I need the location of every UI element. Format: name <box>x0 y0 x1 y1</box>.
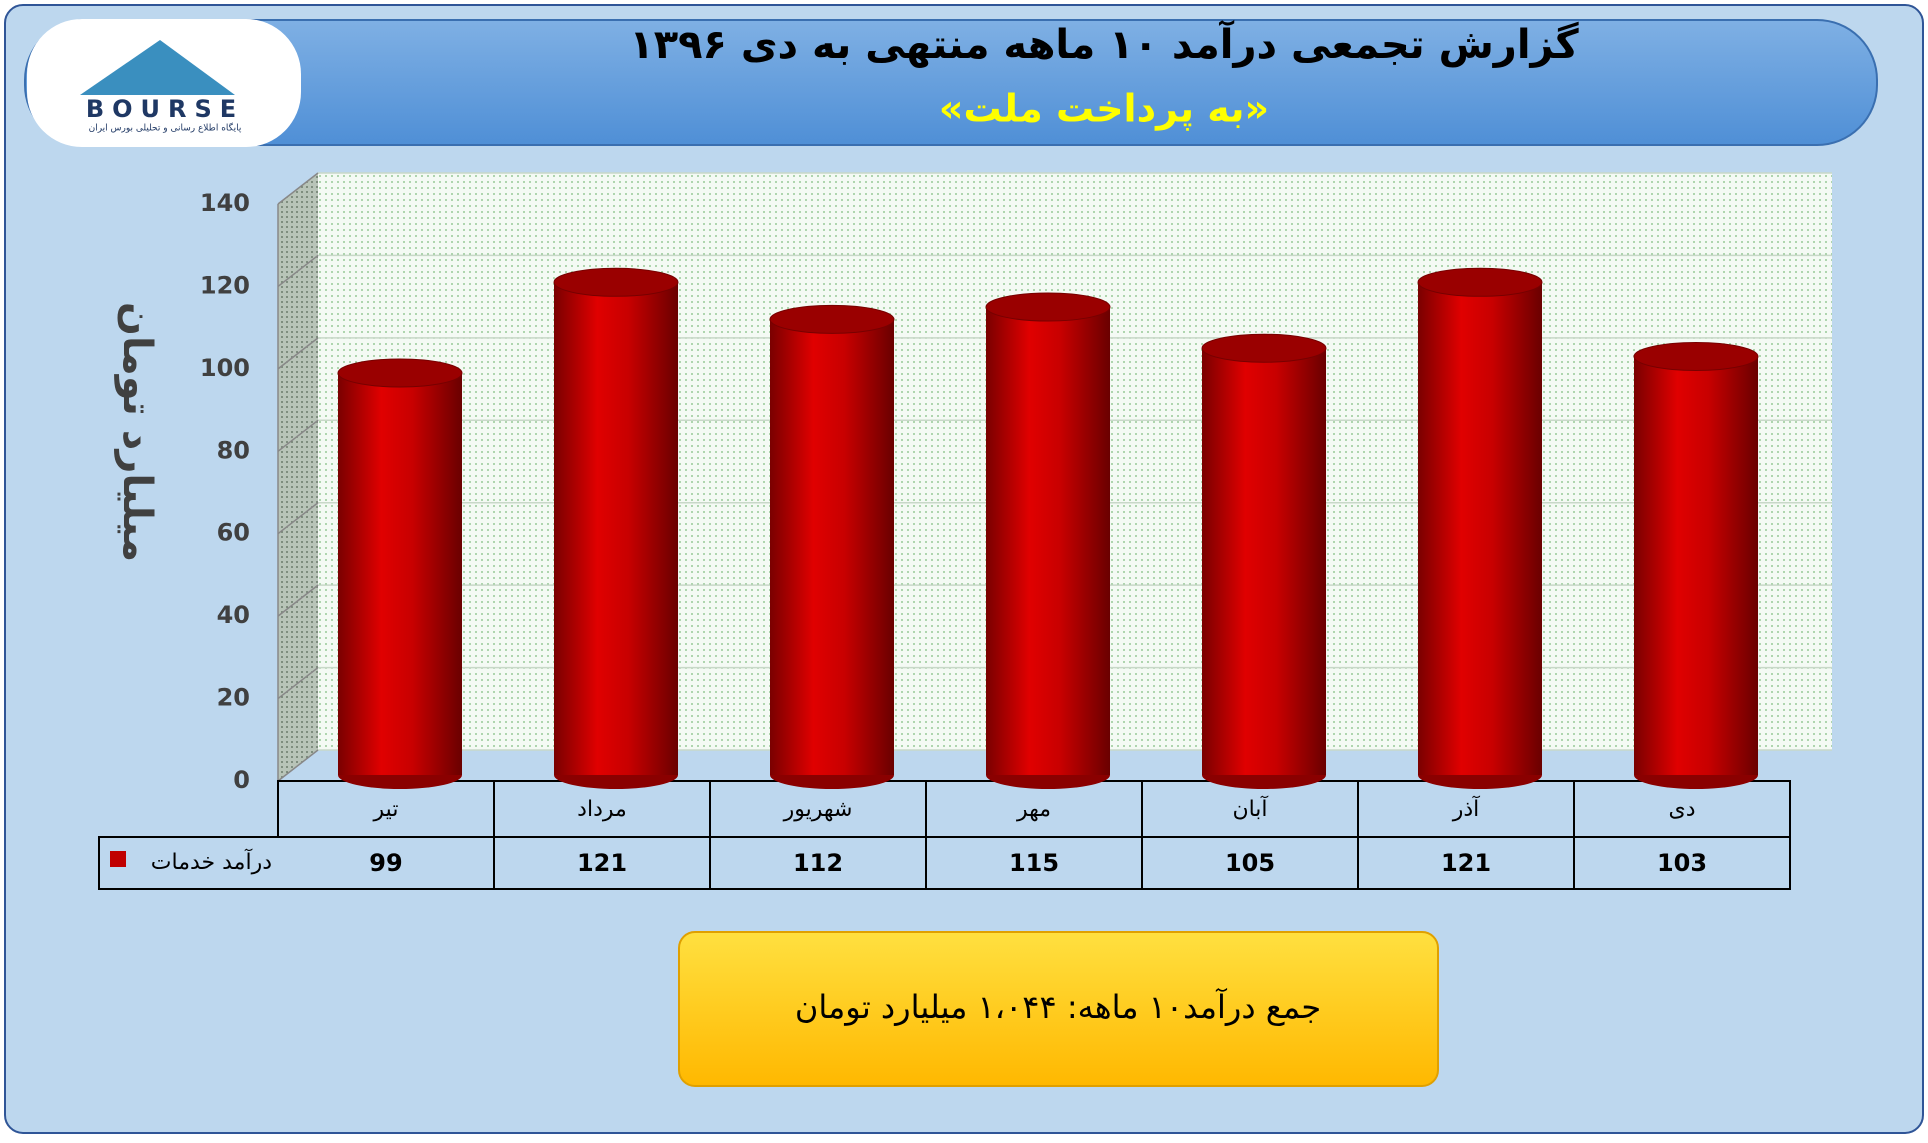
bar-part <box>1418 282 1542 775</box>
bar <box>337 358 463 789</box>
x-tick-label: تیر <box>373 797 399 822</box>
legend-label: درآمد خدمات <box>151 848 272 875</box>
grid-line-side <box>277 172 319 205</box>
header <box>24 19 1878 146</box>
bar <box>1633 341 1759 789</box>
y-tick-label: 20 <box>217 684 250 712</box>
table-value: 105 <box>1225 849 1275 877</box>
table-value: 103 <box>1657 849 1707 877</box>
bar-part <box>1201 333 1327 363</box>
bar-part <box>337 358 463 388</box>
x-tick-label: مرداد <box>577 797 627 822</box>
bar-part <box>553 267 679 297</box>
legend-swatch <box>110 851 126 867</box>
grid-line-side <box>277 502 319 535</box>
bar-part <box>986 307 1110 775</box>
total-annotation: جمع درآمد۱۰ ماهه: ۱،۰۴۴ میلیارد تومان <box>795 987 1321 1026</box>
grid-line-side <box>277 749 319 782</box>
table-row <box>98 836 1791 890</box>
table-value: 115 <box>1009 849 1059 877</box>
grid-line-side <box>277 254 319 288</box>
bar-part <box>985 292 1111 322</box>
table-value: 99 <box>369 849 402 877</box>
total-box <box>678 931 1439 1087</box>
y-tick-label: 80 <box>217 436 250 464</box>
table-value: 121 <box>1441 849 1491 877</box>
y-tick-label: 60 <box>217 519 250 547</box>
y-tick-label: 120 <box>200 271 250 299</box>
bar-part <box>1417 267 1543 297</box>
bar <box>1201 333 1327 789</box>
bar-part <box>1202 348 1326 775</box>
bar-part <box>1634 356 1758 775</box>
chart-subtitle: «به پرداخت ملت» <box>939 87 1269 131</box>
y-axis-label: میلیارد تومان <box>114 302 160 562</box>
y-tick-label: 0 <box>233 766 250 794</box>
y-tick-label: 100 <box>200 354 250 382</box>
bar-part <box>769 304 895 334</box>
grid-line-side <box>277 337 319 370</box>
table-value: 112 <box>793 849 843 877</box>
bar-part <box>554 282 678 775</box>
bar-part <box>770 319 894 775</box>
bar <box>553 267 679 789</box>
side-wall <box>278 173 318 781</box>
x-tick-label: آبان <box>1232 795 1268 822</box>
bar <box>769 304 895 789</box>
grid-line-side <box>277 666 319 700</box>
x-tick-label: دی <box>1668 797 1695 822</box>
grid-line-side <box>277 584 319 617</box>
bar <box>985 292 1111 789</box>
x-tick-label: شهریور <box>783 797 853 822</box>
bar <box>1417 267 1543 789</box>
logo-name: BOURSE <box>86 95 244 123</box>
bar-part <box>1633 341 1759 371</box>
logo-mark <box>80 40 235 95</box>
bar-part <box>338 372 462 775</box>
table-value: 121 <box>577 849 627 877</box>
x-tick-label: مهر <box>1016 797 1051 822</box>
logo-tagline: پایگاه اطلاع رسانی و تحلیلی بورس ایران <box>89 122 242 134</box>
chart-title: گزارش تجمعی درآمد ۱۰ ماهه منتهی به دی ۱۳… <box>629 19 1579 68</box>
y-tick-label: 140 <box>200 189 250 217</box>
x-tick-label: آذر <box>1452 795 1480 822</box>
y-tick-label: 40 <box>217 601 250 629</box>
grid-line-side <box>277 419 319 452</box>
